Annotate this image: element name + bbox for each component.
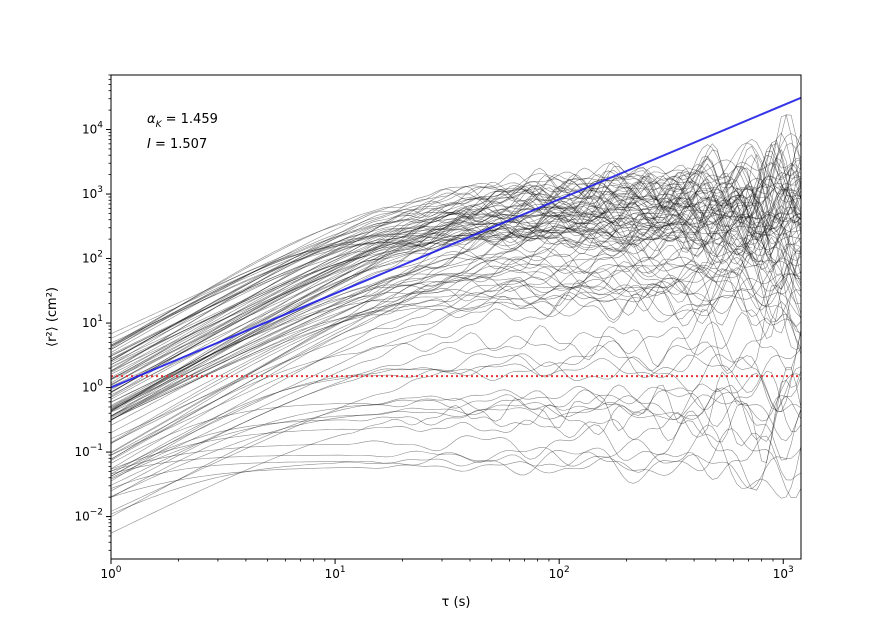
intercept-annotation: I = 1.507: [147, 137, 207, 152]
y-axis-label: ⟨r²⟩ (cm²): [45, 287, 60, 347]
x-axis-label: τ (s): [442, 595, 471, 610]
